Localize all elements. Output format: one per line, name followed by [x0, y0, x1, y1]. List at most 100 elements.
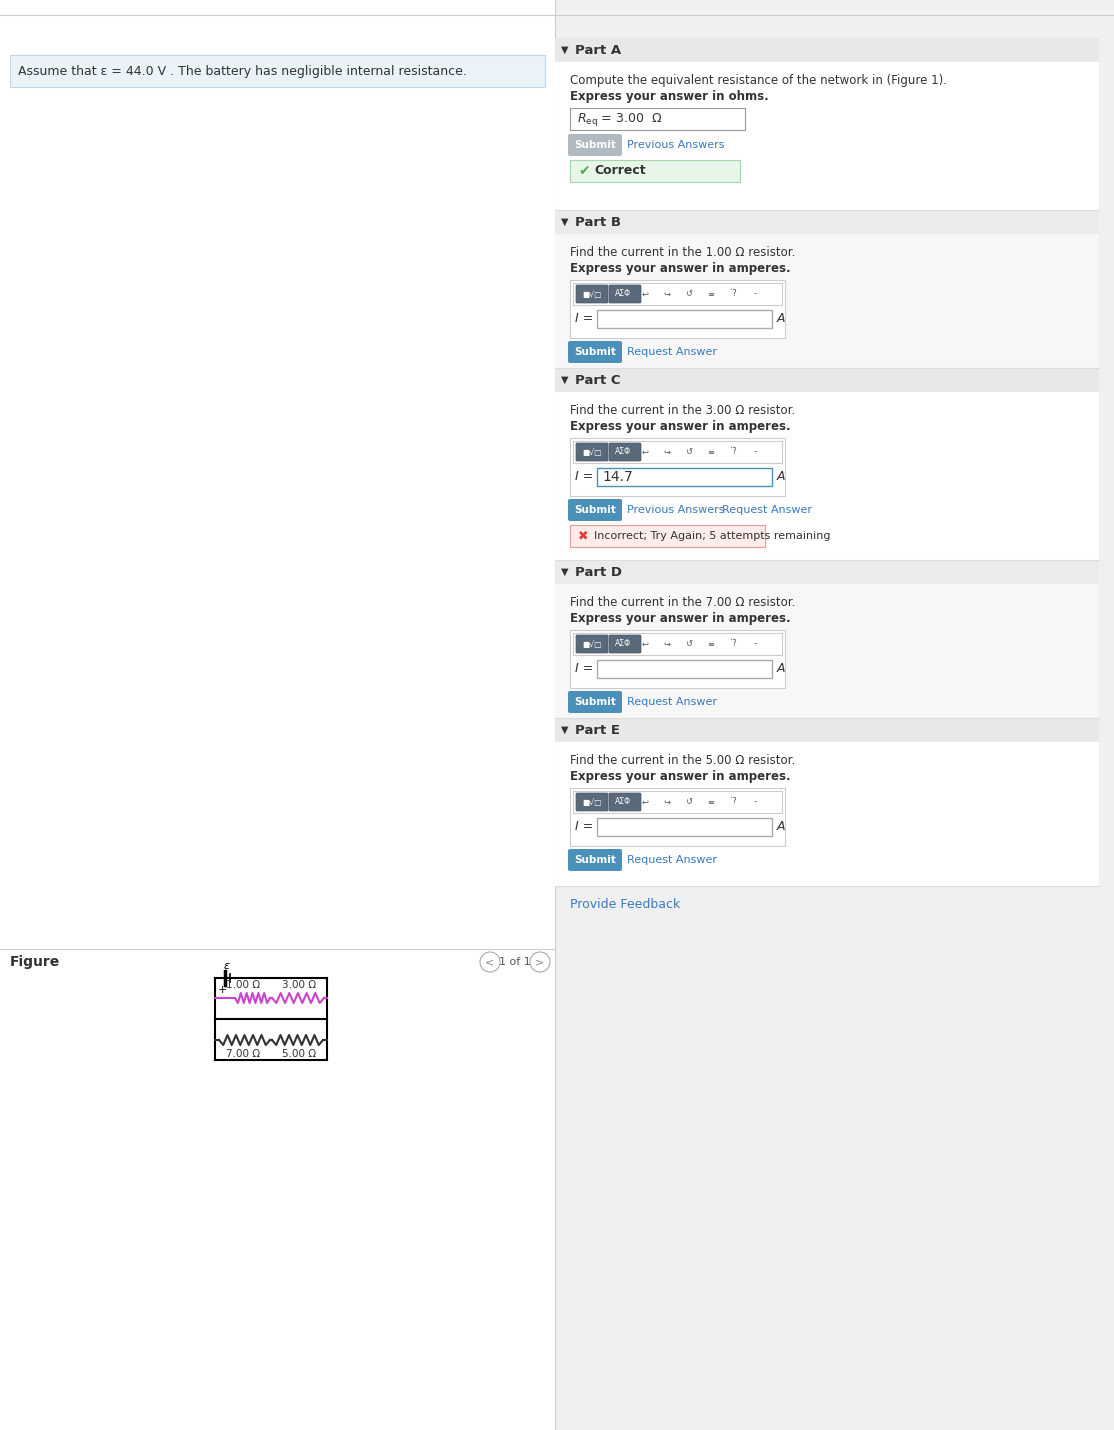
Circle shape — [480, 952, 500, 972]
Text: ↪: ↪ — [664, 798, 671, 807]
Text: ↩: ↩ — [642, 798, 648, 807]
Text: ✔: ✔ — [578, 164, 589, 177]
FancyBboxPatch shape — [568, 849, 622, 871]
FancyBboxPatch shape — [568, 691, 622, 714]
FancyBboxPatch shape — [609, 443, 641, 460]
Text: Express your answer in amperes.: Express your answer in amperes. — [570, 420, 791, 433]
FancyBboxPatch shape — [570, 631, 785, 688]
FancyBboxPatch shape — [609, 794, 641, 811]
FancyBboxPatch shape — [10, 54, 545, 87]
Text: ↪: ↪ — [664, 639, 671, 648]
Text: Submit: Submit — [574, 696, 616, 706]
Text: 1 of 1: 1 of 1 — [499, 957, 531, 967]
Text: Assume that ε = 44.0 V . The battery has negligible internal resistance.: Assume that ε = 44.0 V . The battery has… — [18, 64, 467, 77]
Text: ▼: ▼ — [561, 375, 568, 385]
Text: I =: I = — [575, 470, 594, 483]
Text: ■√□: ■√□ — [582, 639, 602, 648]
Text: Request Answer: Request Answer — [627, 347, 717, 358]
FancyBboxPatch shape — [609, 635, 641, 654]
Text: ▼: ▼ — [561, 725, 568, 735]
Text: Find the current in the 7.00 Ω resistor.: Find the current in the 7.00 Ω resistor. — [570, 596, 795, 609]
Text: ↪: ↪ — [664, 289, 671, 299]
Text: Express your answer in amperes.: Express your answer in amperes. — [570, 612, 791, 625]
Text: Request Answer: Request Answer — [627, 696, 717, 706]
Text: Part B: Part B — [575, 216, 620, 229]
FancyBboxPatch shape — [570, 788, 785, 847]
Text: Express your answer in amperes.: Express your answer in amperes. — [570, 769, 791, 784]
Text: ↺: ↺ — [685, 289, 693, 299]
FancyBboxPatch shape — [597, 310, 772, 327]
FancyBboxPatch shape — [555, 561, 1100, 583]
FancyBboxPatch shape — [573, 440, 782, 463]
Text: Find the current in the 3.00 Ω resistor.: Find the current in the 3.00 Ω resistor. — [570, 405, 795, 418]
FancyBboxPatch shape — [597, 661, 772, 678]
Text: $R_\mathrm{eq}$ = 3.00  Ω: $R_\mathrm{eq}$ = 3.00 Ω — [577, 110, 663, 127]
FancyBboxPatch shape — [555, 235, 1100, 368]
Text: AΣΦ: AΣΦ — [615, 289, 631, 299]
Text: Submit: Submit — [574, 855, 616, 865]
FancyBboxPatch shape — [570, 525, 765, 548]
FancyBboxPatch shape — [573, 283, 782, 305]
Text: Figure: Figure — [10, 955, 60, 970]
Text: 14.7: 14.7 — [602, 470, 633, 483]
Text: ↺: ↺ — [685, 448, 693, 456]
Text: AΣΦ: AΣΦ — [615, 798, 631, 807]
Text: 5.00 Ω: 5.00 Ω — [282, 1050, 316, 1060]
Text: ↩: ↩ — [642, 639, 648, 648]
FancyBboxPatch shape — [568, 499, 622, 521]
FancyBboxPatch shape — [570, 280, 785, 337]
Text: ▼: ▼ — [561, 568, 568, 576]
Text: ↩: ↩ — [642, 289, 648, 299]
FancyBboxPatch shape — [573, 633, 782, 655]
FancyBboxPatch shape — [573, 791, 782, 814]
FancyBboxPatch shape — [555, 39, 1100, 61]
FancyBboxPatch shape — [555, 583, 1100, 718]
Text: ■√□: ■√□ — [582, 448, 602, 456]
Text: ≡: ≡ — [707, 639, 714, 648]
FancyBboxPatch shape — [609, 285, 641, 303]
FancyBboxPatch shape — [576, 794, 608, 811]
Text: Express your answer in amperes.: Express your answer in amperes. — [570, 262, 791, 275]
Text: ↩: ↩ — [642, 448, 648, 456]
Text: ´?: ´? — [729, 289, 737, 299]
Text: AΣΦ: AΣΦ — [615, 639, 631, 648]
Text: A: A — [776, 313, 785, 326]
Text: ´?: ´? — [729, 448, 737, 456]
Text: Previous Answers: Previous Answers — [627, 140, 724, 150]
Text: -: - — [753, 289, 756, 299]
FancyBboxPatch shape — [0, 0, 555, 1430]
Text: -: - — [753, 448, 756, 456]
Text: ■√□: ■√□ — [582, 798, 602, 807]
Text: ▼: ▼ — [561, 217, 568, 227]
Text: Part C: Part C — [575, 373, 620, 386]
FancyBboxPatch shape — [597, 818, 772, 837]
Text: Correct: Correct — [594, 164, 646, 177]
Text: ↺: ↺ — [685, 639, 693, 648]
FancyBboxPatch shape — [555, 368, 1100, 392]
FancyBboxPatch shape — [568, 340, 622, 363]
Text: Find the current in the 1.00 Ω resistor.: Find the current in the 1.00 Ω resistor. — [570, 246, 795, 259]
Text: -: - — [753, 639, 756, 648]
Text: Submit: Submit — [574, 347, 616, 358]
Text: I =: I = — [575, 821, 594, 834]
Text: ´?: ´? — [729, 798, 737, 807]
FancyBboxPatch shape — [570, 438, 785, 496]
Text: AΣΦ: AΣΦ — [615, 448, 631, 456]
Text: ■√□: ■√□ — [582, 289, 602, 299]
Text: 7.00 Ω: 7.00 Ω — [226, 1050, 260, 1060]
Text: ≡: ≡ — [707, 289, 714, 299]
Text: <: < — [486, 957, 495, 967]
FancyBboxPatch shape — [555, 61, 1100, 210]
FancyBboxPatch shape — [597, 468, 772, 486]
Text: ≡: ≡ — [707, 798, 714, 807]
FancyBboxPatch shape — [576, 285, 608, 303]
Text: ▼: ▼ — [561, 44, 568, 54]
Text: Part A: Part A — [575, 43, 622, 57]
Text: Provide Feedback: Provide Feedback — [570, 898, 681, 911]
Text: ✖: ✖ — [578, 529, 588, 542]
Text: >: > — [536, 957, 545, 967]
Text: ≡: ≡ — [707, 448, 714, 456]
Text: ε: ε — [224, 961, 229, 971]
Text: Express your answer in ohms.: Express your answer in ohms. — [570, 90, 769, 103]
Text: Compute the equivalent resistance of the network in (Figure 1).: Compute the equivalent resistance of the… — [570, 74, 947, 87]
